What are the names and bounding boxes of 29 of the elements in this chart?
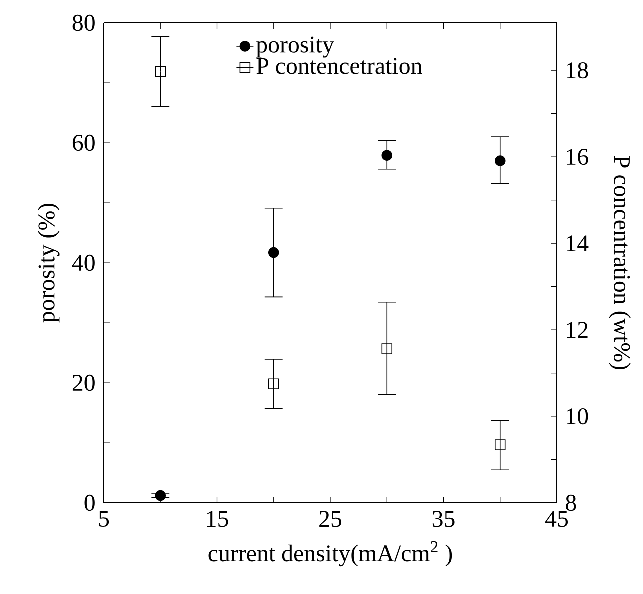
y2-tick-label: 10 bbox=[567, 408, 588, 425]
point bbox=[155, 490, 166, 502]
y-tick-label: 40 bbox=[72, 254, 95, 272]
y-tick-label: 80 bbox=[72, 14, 95, 32]
x-tick-label: 5 bbox=[99, 511, 110, 528]
x-axis-title: current density(mA/cm$^{2}$ ) bbox=[208, 541, 452, 567]
y2-tick-label: 14 bbox=[567, 236, 589, 252]
x-tick-label: 35 bbox=[432, 511, 455, 528]
y2-tick-label: 12 bbox=[567, 322, 588, 338]
point bbox=[494, 156, 506, 166]
y-tick-label: 20 bbox=[72, 374, 95, 392]
y2-tick-label: 18 bbox=[567, 62, 588, 79]
y2-tick-label: 16 bbox=[567, 149, 588, 166]
y2-tick-label: 8 bbox=[566, 494, 576, 512]
point bbox=[382, 150, 393, 161]
point bbox=[382, 344, 393, 354]
point bbox=[268, 378, 280, 390]
legend-label: porosity bbox=[256, 36, 334, 58]
point bbox=[494, 440, 506, 450]
y-axis-title: porosity (%) bbox=[38, 204, 60, 323]
legend-label: P contencetration bbox=[256, 58, 422, 74]
x-tick-label: 25 bbox=[320, 511, 342, 528]
y2-axis-title: P concentration (wt%) bbox=[609, 156, 631, 370]
point bbox=[268, 247, 280, 258]
x-tick-label: 15 bbox=[207, 511, 228, 528]
x-tick-label: 45 bbox=[546, 511, 568, 528]
point bbox=[155, 66, 166, 78]
y-tick-label: 0 bbox=[84, 494, 95, 512]
y-tick-label: 60 bbox=[72, 134, 95, 152]
